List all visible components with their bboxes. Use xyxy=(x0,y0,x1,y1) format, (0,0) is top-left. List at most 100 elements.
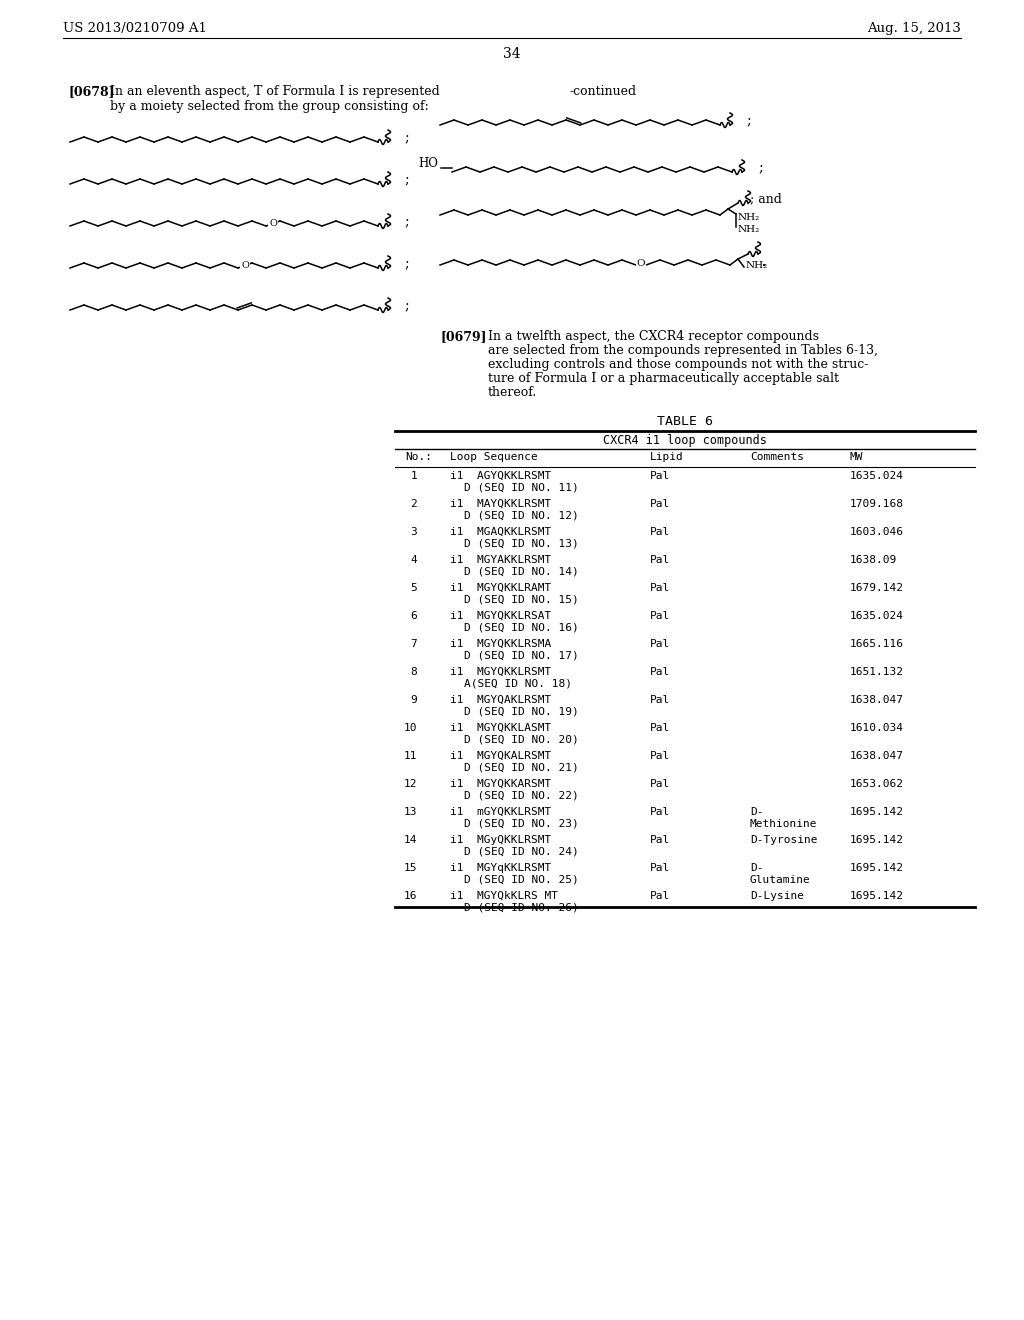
Text: D (SEQ ID NO. 14): D (SEQ ID NO. 14) xyxy=(464,568,579,577)
Text: i1  MGYqKKLRSMT: i1 MGYqKKLRSMT xyxy=(450,863,551,873)
Text: 1695.142: 1695.142 xyxy=(850,891,904,902)
Text: D (SEQ ID NO. 19): D (SEQ ID NO. 19) xyxy=(464,708,579,717)
Text: O: O xyxy=(269,219,276,228)
Text: ;: ; xyxy=(404,300,409,313)
Text: [0678]: [0678] xyxy=(68,84,115,98)
Text: ;: ; xyxy=(404,131,409,145)
Text: Pal: Pal xyxy=(650,471,671,480)
Text: i1  MGYAKKLRSMT: i1 MGYAKKLRSMT xyxy=(450,554,551,565)
Text: Pal: Pal xyxy=(650,863,671,873)
Text: 1635.024: 1635.024 xyxy=(850,471,904,480)
Text: Pal: Pal xyxy=(650,554,671,565)
Text: D (SEQ ID NO. 26): D (SEQ ID NO. 26) xyxy=(464,903,579,913)
Text: ; and: ; and xyxy=(750,193,782,206)
Text: 1695.142: 1695.142 xyxy=(850,863,904,873)
Text: 12: 12 xyxy=(403,779,417,789)
Text: i1  MGYQkKLRS MT: i1 MGYQkKLRS MT xyxy=(450,891,558,902)
Text: 14: 14 xyxy=(403,836,417,845)
Text: D-: D- xyxy=(750,807,764,817)
Text: D-Lysine: D-Lysine xyxy=(750,891,804,902)
Text: i1  MGYQKKLRSAT: i1 MGYQKKLRSAT xyxy=(450,611,551,620)
Text: 4: 4 xyxy=(411,554,417,565)
Text: D (SEQ ID NO. 21): D (SEQ ID NO. 21) xyxy=(464,763,579,774)
Text: 1638.09: 1638.09 xyxy=(850,554,897,565)
Text: Comments: Comments xyxy=(750,451,804,462)
Text: MW: MW xyxy=(850,451,863,462)
Text: 1635.024: 1635.024 xyxy=(850,611,904,620)
Text: NH₂: NH₂ xyxy=(738,213,760,222)
Text: A(SEQ ID NO. 18): A(SEQ ID NO. 18) xyxy=(464,678,572,689)
Text: Pal: Pal xyxy=(650,807,671,817)
Text: i1  MGYQKALRSMT: i1 MGYQKALRSMT xyxy=(450,751,551,762)
Text: i1  MGYQKKLRSMA: i1 MGYQKKLRSMA xyxy=(450,639,551,649)
Text: i1  AGYQKKLRSMT: i1 AGYQKKLRSMT xyxy=(450,471,551,480)
Text: 1603.046: 1603.046 xyxy=(850,527,904,537)
Text: O: O xyxy=(241,261,249,271)
Text: In an eleventh aspect, T of Formula I is represented: In an eleventh aspect, T of Formula I is… xyxy=(110,84,439,98)
Text: No.:: No.: xyxy=(406,451,432,462)
Text: i1  mGYQKKLRSMT: i1 mGYQKKLRSMT xyxy=(450,807,551,817)
Text: D (SEQ ID NO. 11): D (SEQ ID NO. 11) xyxy=(464,483,579,492)
Text: ;: ; xyxy=(404,215,409,228)
Text: 15: 15 xyxy=(403,863,417,873)
Text: Pal: Pal xyxy=(650,499,671,510)
Text: by a moiety selected from the group consisting of:: by a moiety selected from the group cons… xyxy=(110,100,429,114)
Text: D (SEQ ID NO. 23): D (SEQ ID NO. 23) xyxy=(464,818,579,829)
Text: HO: HO xyxy=(418,157,438,170)
Text: -continued: -continued xyxy=(570,84,637,98)
Text: NH₂: NH₂ xyxy=(746,260,768,269)
Text: i1  MAYQKKLRSMT: i1 MAYQKKLRSMT xyxy=(450,499,551,510)
Text: NH₂: NH₂ xyxy=(738,224,760,234)
Text: Pal: Pal xyxy=(650,527,671,537)
Text: Pal: Pal xyxy=(650,891,671,902)
Text: 34: 34 xyxy=(503,48,521,61)
Text: i1  MGYQKKLRSMT: i1 MGYQKKLRSMT xyxy=(450,667,551,677)
Text: 8: 8 xyxy=(411,667,417,677)
Text: Pal: Pal xyxy=(650,639,671,649)
Text: i1  MGYQKKARSMT: i1 MGYQKKARSMT xyxy=(450,779,551,789)
Text: Pal: Pal xyxy=(650,836,671,845)
Text: i1  MGYQKKLASMT: i1 MGYQKKLASMT xyxy=(450,723,551,733)
Text: D (SEQ ID NO. 24): D (SEQ ID NO. 24) xyxy=(464,847,579,857)
Text: excluding controls and those compounds not with the struc-: excluding controls and those compounds n… xyxy=(488,358,868,371)
Text: O: O xyxy=(637,260,645,268)
Text: TABLE 6: TABLE 6 xyxy=(657,414,713,428)
Text: i1  MGyQKKLRSMT: i1 MGyQKKLRSMT xyxy=(450,836,551,845)
Text: 1638.047: 1638.047 xyxy=(850,751,904,762)
Text: 16: 16 xyxy=(403,891,417,902)
Text: 1695.142: 1695.142 xyxy=(850,836,904,845)
Text: Lipid: Lipid xyxy=(650,451,684,462)
Text: Loop Sequence: Loop Sequence xyxy=(450,451,538,462)
Text: 5: 5 xyxy=(411,583,417,593)
Text: Pal: Pal xyxy=(650,779,671,789)
Text: 11: 11 xyxy=(403,751,417,762)
Text: i1  MGYQKKLRAMT: i1 MGYQKKLRAMT xyxy=(450,583,551,593)
Text: ;: ; xyxy=(746,114,751,128)
Text: 1: 1 xyxy=(411,471,417,480)
Text: In a twelfth aspect, the CXCR4 receptor compounds: In a twelfth aspect, the CXCR4 receptor … xyxy=(488,330,819,343)
Text: Pal: Pal xyxy=(650,723,671,733)
Text: D (SEQ ID NO. 17): D (SEQ ID NO. 17) xyxy=(464,651,579,661)
Text: 7: 7 xyxy=(411,639,417,649)
Text: D (SEQ ID NO. 25): D (SEQ ID NO. 25) xyxy=(464,875,579,884)
Text: i1  MGYQAKLRSMT: i1 MGYQAKLRSMT xyxy=(450,696,551,705)
Text: D (SEQ ID NO. 15): D (SEQ ID NO. 15) xyxy=(464,595,579,605)
Text: Pal: Pal xyxy=(650,696,671,705)
Text: [0679]: [0679] xyxy=(440,330,486,343)
Text: D (SEQ ID NO. 13): D (SEQ ID NO. 13) xyxy=(464,539,579,549)
Text: Aug. 15, 2013: Aug. 15, 2013 xyxy=(867,22,961,36)
Text: 1695.142: 1695.142 xyxy=(850,807,904,817)
Text: D (SEQ ID NO. 20): D (SEQ ID NO. 20) xyxy=(464,735,579,744)
Text: D (SEQ ID NO. 12): D (SEQ ID NO. 12) xyxy=(464,511,579,521)
Text: 2: 2 xyxy=(411,499,417,510)
Text: Pal: Pal xyxy=(650,751,671,762)
Text: D-Tyrosine: D-Tyrosine xyxy=(750,836,817,845)
Text: 1638.047: 1638.047 xyxy=(850,696,904,705)
Text: are selected from the compounds represented in Tables 6-13,: are selected from the compounds represen… xyxy=(488,345,878,356)
Text: 6: 6 xyxy=(411,611,417,620)
Text: D-: D- xyxy=(750,863,764,873)
Text: 1610.034: 1610.034 xyxy=(850,723,904,733)
Text: D (SEQ ID NO. 22): D (SEQ ID NO. 22) xyxy=(464,791,579,801)
Text: ;: ; xyxy=(404,257,409,271)
Text: Pal: Pal xyxy=(650,583,671,593)
